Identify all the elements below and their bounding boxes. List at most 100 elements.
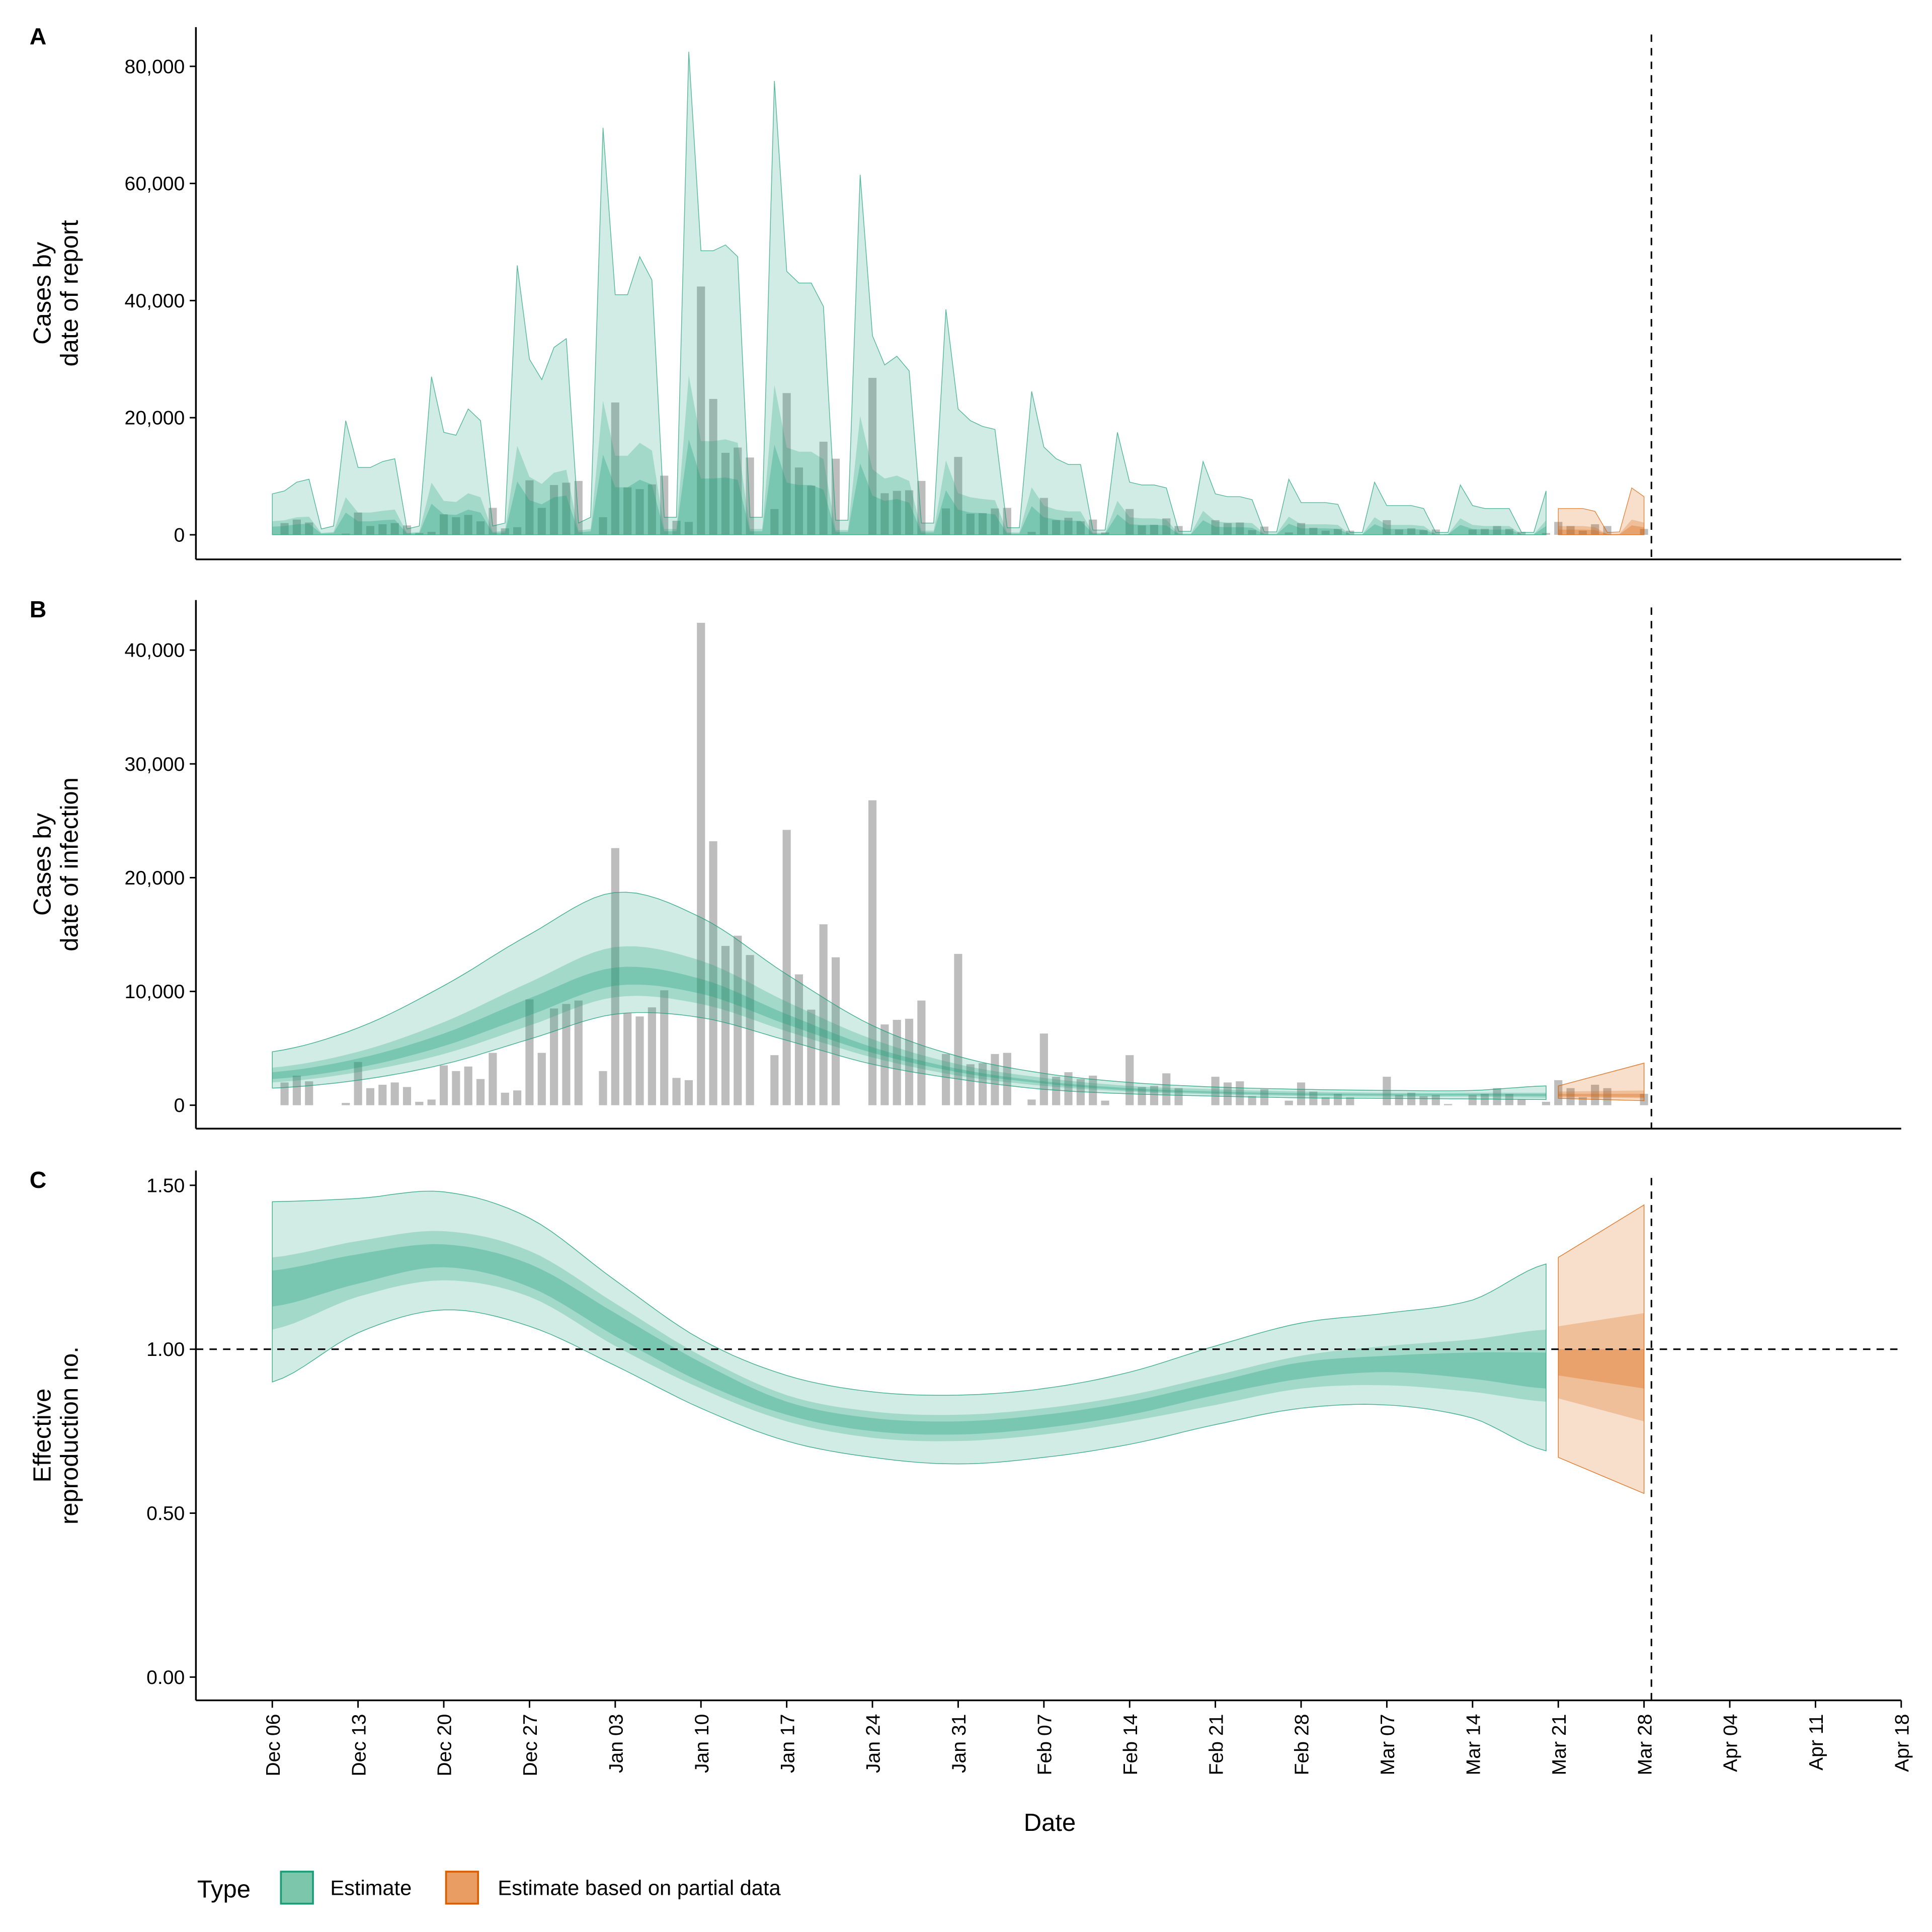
bar	[366, 1088, 375, 1105]
x-tick-label: Dec 13	[348, 1714, 370, 1777]
bar	[966, 514, 975, 535]
bar	[525, 480, 534, 535]
y-tick-label: 0	[174, 524, 185, 546]
bar	[1431, 1095, 1440, 1105]
bar	[991, 1054, 999, 1105]
bar	[439, 1065, 448, 1105]
bar	[513, 527, 522, 535]
bar	[574, 1000, 583, 1105]
bars	[280, 622, 1648, 1105]
panel-C: 0.00 0.50 1.00 1.50 Effective reproduction no…	[29, 1167, 1901, 1702]
panel-tag: A	[30, 23, 47, 49]
bar	[880, 493, 889, 535]
bar	[415, 1101, 424, 1105]
bar	[427, 1099, 436, 1105]
bar	[599, 517, 607, 535]
partial-ribbon-20	[1558, 1349, 1644, 1389]
bar	[1284, 532, 1293, 535]
x-tick-label: Mar 07	[1377, 1714, 1399, 1776]
y-axis-label-line-2: date of report	[56, 220, 83, 367]
partial-ribbon-20	[1558, 1093, 1644, 1097]
bar	[697, 286, 705, 535]
bar	[648, 484, 656, 535]
bar	[550, 1008, 558, 1105]
partial-ribbon-90	[1558, 1204, 1645, 1494]
bar	[1101, 1100, 1109, 1105]
bar	[1493, 1088, 1501, 1105]
y-axis-label-line-2: reproduction no.	[56, 1346, 83, 1524]
bar	[1089, 1075, 1097, 1105]
bar	[734, 935, 742, 1105]
bar	[403, 525, 412, 535]
bar	[635, 1016, 644, 1105]
bar	[415, 533, 424, 535]
y-axis-label-line-1: Effective	[29, 1389, 56, 1483]
bar	[868, 800, 877, 1105]
bar	[991, 508, 999, 535]
bar	[1039, 1033, 1048, 1105]
bar	[893, 491, 901, 535]
bar	[1333, 1094, 1342, 1105]
bar	[697, 622, 705, 1105]
bar	[342, 533, 350, 535]
bar	[1236, 522, 1244, 535]
x-tick-label: Dec 20	[434, 1714, 456, 1777]
bar	[366, 526, 375, 535]
x-tick-label: Jan 31	[948, 1714, 970, 1774]
bar	[1297, 1082, 1306, 1105]
bar	[1284, 1100, 1293, 1105]
panel-A: 0 20,000 40,000 60,000 80,000 Cases by date of…	[29, 23, 1901, 560]
bar	[868, 378, 877, 535]
bar	[1052, 1077, 1061, 1105]
bar	[1297, 523, 1306, 535]
legend-label-estimate: Estimate	[330, 1876, 412, 1900]
bar	[684, 522, 693, 535]
bar	[807, 486, 816, 535]
bar	[1027, 532, 1036, 535]
x-tick-label: Dec 27	[520, 1714, 541, 1777]
bar	[1578, 530, 1587, 535]
bar	[1309, 527, 1318, 535]
bar	[1591, 524, 1599, 535]
legend-swatch-estimate	[280, 1871, 314, 1905]
bar	[893, 1020, 901, 1105]
bar	[390, 523, 399, 535]
y-tick-label: 60,000	[125, 173, 185, 195]
bar	[807, 1009, 816, 1105]
bar	[305, 1081, 313, 1105]
bar	[305, 522, 313, 535]
bar	[1211, 1077, 1220, 1105]
estimate-ribbon-90	[272, 892, 1547, 1100]
x-tick-label: Mar 28	[1634, 1714, 1656, 1776]
y-tick-label: 40,000	[125, 640, 185, 662]
bar	[501, 528, 509, 535]
bar	[476, 521, 485, 535]
x-tick-label: Dec 06	[263, 1714, 284, 1777]
bar	[525, 999, 534, 1105]
bar	[1138, 525, 1146, 535]
bar	[1162, 518, 1171, 535]
bar	[1101, 532, 1109, 535]
bar	[880, 1024, 889, 1105]
bar	[979, 1063, 987, 1105]
bar	[476, 1079, 485, 1105]
bar	[905, 490, 914, 535]
bar	[1517, 1099, 1526, 1105]
bar	[280, 1082, 289, 1105]
bar	[537, 1053, 546, 1105]
partial-ribbon-90	[1558, 1063, 1645, 1101]
bar	[1395, 529, 1403, 535]
bar	[770, 509, 779, 535]
bar	[1064, 518, 1073, 535]
bar	[611, 848, 619, 1105]
bar	[1333, 529, 1342, 535]
panel-tag: B	[30, 596, 47, 622]
bar	[635, 489, 644, 535]
bar	[1468, 1095, 1477, 1105]
bar	[819, 924, 828, 1105]
bar	[917, 1000, 926, 1105]
x-tick-label: Feb 28	[1292, 1714, 1313, 1776]
partial-ribbon-50	[1558, 1313, 1644, 1422]
bar	[1505, 529, 1513, 535]
y-axis-label-line-1: Cases by	[29, 242, 56, 345]
